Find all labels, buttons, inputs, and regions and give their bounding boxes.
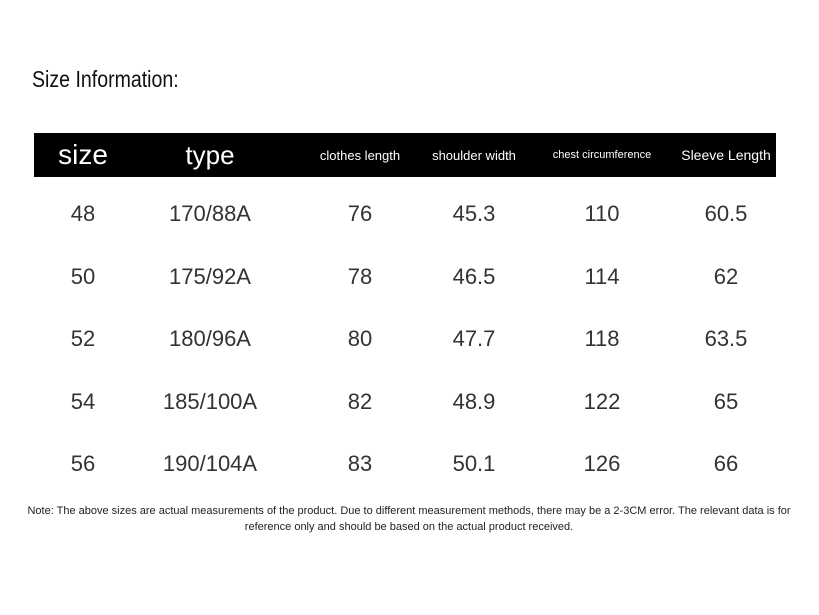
table-cell: 50.1	[452, 451, 496, 476]
table-row: 52 180/96A 80 47.7 118 63.5	[0, 324, 819, 354]
table-cell: 60.5	[704, 201, 748, 226]
note: Note: The above sizes are actual measure…	[27, 505, 791, 533]
table-cell: 46.5	[452, 263, 496, 289]
title: Size Information:	[32, 66, 179, 92]
table-row: 54 185/100A 82 48.9 122 65	[0, 387, 819, 417]
table-cell: 62	[713, 263, 739, 289]
table-cell: 56	[70, 451, 96, 476]
table-cell: 122	[583, 388, 621, 414]
table-cell: 180/96A	[169, 326, 251, 351]
table-cell: 66	[713, 451, 739, 476]
table-row: 48 170/88A 76 45.3 110 60.5	[0, 199, 819, 229]
table-cell: 47.7	[452, 326, 496, 351]
table-cell: 114	[584, 263, 620, 289]
table-cell: 175/92A	[169, 263, 251, 289]
table-row: 56 190/104A 83 50.1 126 66	[0, 449, 819, 479]
table-cell: 83	[347, 451, 373, 476]
table-cell: 48.9	[452, 388, 496, 414]
table-cell: 45.3	[452, 201, 496, 226]
table-cell: 126	[583, 451, 621, 476]
table-row: 50 175/92A 78 46.5 114 62	[0, 262, 819, 292]
header-cell: type	[185, 139, 235, 170]
table-header: size type clothes length shoulder width ches…	[34, 133, 776, 177]
header-cell: shoulder width	[432, 147, 516, 163]
table-cell: 52	[70, 326, 96, 351]
header-cell: Sleeve Length	[681, 147, 771, 163]
table-cell: 78	[347, 263, 373, 289]
table-cell: 80	[347, 326, 373, 351]
table-cell: 170/88A	[169, 201, 251, 226]
header-cell: clothes length	[319, 147, 401, 163]
table-cell: 54	[70, 388, 96, 414]
table-cell: 190/104A	[162, 451, 258, 476]
header-cell: chest circumference	[552, 149, 652, 161]
table-cell: 76	[347, 201, 373, 226]
table-cell: 50	[70, 263, 96, 289]
table-cell: 65	[713, 388, 739, 414]
table-cell: 63.5	[704, 326, 748, 351]
table-cell: 118	[584, 326, 620, 351]
table-cell: 82	[347, 388, 373, 414]
table-cell: 110	[584, 201, 620, 226]
header-cell: size	[58, 139, 108, 170]
table-cell: 185/100A	[162, 388, 258, 414]
table-cell: 48	[70, 201, 96, 226]
